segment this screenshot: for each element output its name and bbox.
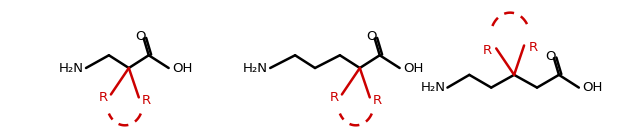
Text: R: R — [142, 94, 151, 107]
Text: H₂N: H₂N — [59, 61, 84, 75]
Text: R: R — [528, 41, 538, 54]
Text: O: O — [135, 30, 146, 43]
Text: H₂N: H₂N — [243, 61, 268, 75]
Text: R: R — [373, 94, 382, 107]
Text: R: R — [483, 44, 492, 57]
Text: R: R — [330, 91, 338, 104]
Text: O: O — [545, 50, 556, 63]
Text: R: R — [98, 91, 107, 104]
Text: OH: OH — [582, 81, 603, 94]
Text: OH: OH — [403, 61, 424, 75]
Text: OH: OH — [173, 61, 193, 75]
Text: H₂N: H₂N — [420, 81, 445, 94]
Text: O: O — [366, 30, 377, 43]
